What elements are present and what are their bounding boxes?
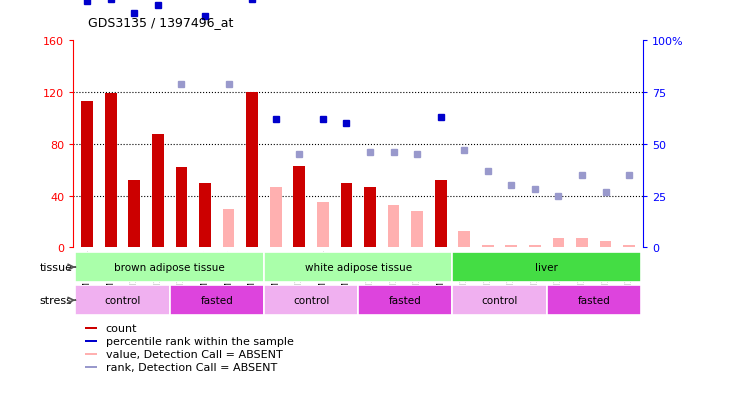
Bar [435,180,447,248]
Text: white adipose tissue: white adipose tissue [305,262,412,273]
Text: stress: stress [39,295,72,306]
Bar [223,209,235,248]
Text: percentile rank within the sample: percentile rank within the sample [105,336,293,346]
Bar [317,203,329,248]
Bar [529,245,541,248]
Text: brown adipose tissue: brown adipose tissue [114,262,225,273]
Bar [364,187,376,248]
Bar [358,286,452,316]
Text: tissue: tissue [39,262,72,273]
Bar [129,180,140,248]
Bar [152,134,164,248]
Text: control: control [482,295,518,306]
Bar [553,239,564,248]
Bar [85,353,97,355]
Bar [175,168,187,248]
Bar [293,166,305,248]
Bar [458,231,470,248]
Text: GDS3135 / 1397496_at: GDS3135 / 1397496_at [88,16,233,29]
Bar [170,286,264,316]
Bar [75,286,170,316]
Text: liver: liver [535,262,558,273]
Bar [341,183,352,248]
Bar [599,241,611,248]
Bar [85,327,97,329]
Text: control: control [105,295,141,306]
Text: control: control [293,295,329,306]
Bar [85,366,97,368]
Bar [75,252,264,282]
Bar [85,340,97,342]
Bar [264,252,452,282]
Bar [452,252,641,282]
Text: fasted: fasted [577,295,610,306]
Bar [482,245,493,248]
Bar [547,286,641,316]
Bar [624,245,635,248]
Bar [199,183,211,248]
Text: count: count [105,323,137,333]
Bar [387,205,399,248]
Bar [270,187,281,248]
Text: fasted: fasted [389,295,422,306]
Bar [246,93,258,248]
Bar [576,239,588,248]
Text: value, Detection Call = ABSENT: value, Detection Call = ABSENT [105,349,282,359]
Bar [412,211,423,248]
Bar [81,102,93,248]
Text: fasted: fasted [200,295,233,306]
Bar [505,245,518,248]
Text: rank, Detection Call = ABSENT: rank, Detection Call = ABSENT [105,362,277,372]
Bar [264,286,358,316]
Bar [105,94,117,248]
Bar [452,286,547,316]
